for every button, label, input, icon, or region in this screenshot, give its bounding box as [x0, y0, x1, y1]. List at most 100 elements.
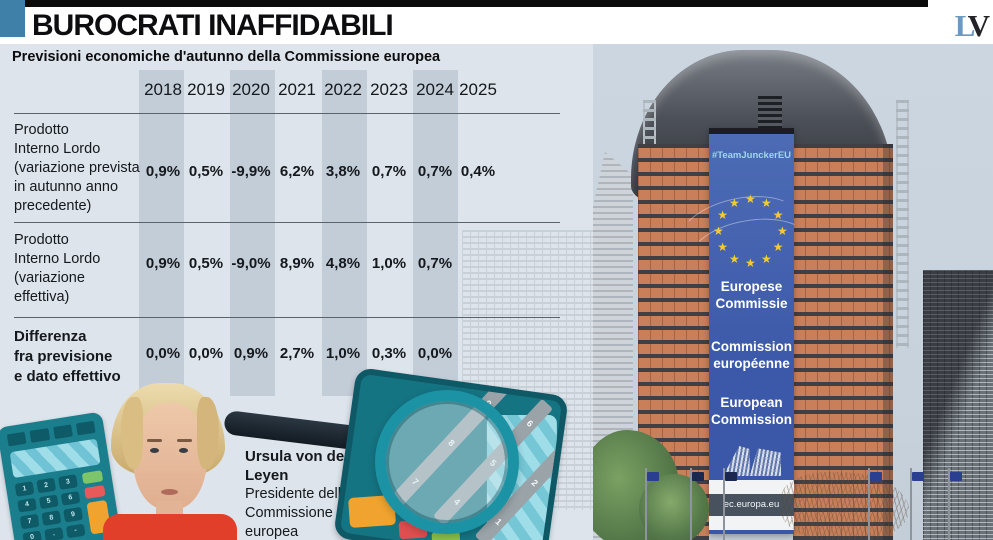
year-2018: 2018 — [144, 80, 182, 99]
caption-role: Presidente della Commissione europea — [245, 486, 349, 540]
year-2025: 2025 — [459, 80, 497, 99]
facade-right-tower — [793, 144, 893, 540]
label-line: fra previsione — [14, 348, 113, 365]
magnifier-lens — [375, 390, 519, 534]
banner-name-fr: Commission européenne — [710, 339, 792, 371]
label-line: Interno Lordo — [14, 251, 101, 267]
label-line: (variazione — [14, 270, 85, 286]
value-2019: 0,5% — [188, 255, 224, 272]
logo-letter-l: L — [954, 8, 973, 43]
column-band-2018 — [139, 70, 184, 396]
label-line: e dato effettivo — [14, 368, 121, 385]
label-line: (variazione prevista — [14, 160, 140, 176]
row-label-1: Prodotto Interno Lordo (variazione effettiv… — [14, 231, 144, 307]
column-band-2020 — [230, 70, 275, 396]
eu-star: ★ — [772, 208, 784, 222]
year-2023: 2023 — [370, 80, 408, 99]
year-2020: 2020 — [232, 80, 270, 99]
eu-star: ★ — [761, 251, 772, 266]
value-2024: 0,7% — [417, 163, 453, 180]
row-label-0: Prodotto Interno Lordo (variazione previst… — [14, 121, 144, 216]
value-2024: 0,7% — [417, 255, 453, 272]
value-2018: 0,9% — [145, 163, 181, 180]
value-2019: 0,0% — [188, 345, 224, 362]
flag-pole — [948, 468, 950, 540]
caption-name: Ursula von der Leyen — [245, 448, 351, 484]
eu-star: ★ — [761, 196, 772, 211]
lens-digit-6: 6 — [524, 417, 535, 429]
label-line: in autunno anno — [14, 179, 119, 195]
red-jacket — [103, 514, 237, 540]
flag-pole — [645, 468, 647, 540]
key-1: 1 — [14, 481, 35, 497]
year-2019: 2019 — [187, 80, 225, 99]
scaffold-mast-right — [896, 100, 909, 348]
value-2023: 0,7% — [371, 163, 407, 180]
label-line: Prodotto — [14, 232, 69, 248]
hair-side-right — [197, 397, 219, 469]
label-line: precedente) — [14, 198, 92, 214]
eu-flag — [692, 472, 704, 481]
rule-under-row1 — [14, 222, 560, 223]
year-2022: 2022 — [324, 80, 362, 99]
key-2: 2 — [36, 477, 57, 493]
eu-star: ★ — [717, 208, 729, 222]
flag-pole — [723, 468, 725, 540]
tree-bare — [781, 472, 909, 540]
eu-flag — [950, 472, 962, 481]
value-2022: 4,8% — [325, 255, 361, 272]
key--: - — [65, 523, 86, 539]
eu-star: ★ — [729, 251, 740, 266]
flag-pole — [868, 468, 870, 540]
eu-stars: ★ ★ ★ ★ ★ ★ ★ ★ ★ ★ ★ ★ — [711, 192, 791, 272]
eu-flag — [912, 472, 924, 481]
eu-flag — [647, 472, 659, 481]
value-2019: 0,5% — [188, 163, 224, 180]
eu-flag — [870, 472, 882, 481]
rule-under-years — [14, 113, 560, 114]
berlaymont-photo: #TeamJunckerEU ★ ★ ★ ★ ★ ★ ★ ★ ★ ★ ★ ★ Europese Com… — [593, 44, 993, 540]
value-2020: 0,9% — [233, 345, 269, 362]
laverita-logo: LV — [954, 8, 990, 44]
banner-url: ec.europa.eu — [709, 494, 794, 516]
label-line: effettiva) — [14, 289, 70, 305]
value-2023: 0,3% — [371, 345, 407, 362]
row-label-2: Differenza fra previsione e dato effettivo — [14, 327, 144, 387]
key-8: 8 — [41, 510, 62, 526]
value-2021: 8,9% — [279, 255, 315, 272]
flag-pole — [910, 468, 912, 540]
value-2025: 0,4% — [460, 163, 496, 180]
key-3: 3 — [58, 474, 78, 490]
value-2018: 0,0% — [145, 345, 181, 362]
lens-digit-2: 2 — [529, 476, 540, 488]
eu-star: ★ — [729, 196, 740, 211]
label-line: Interno Lordo — [14, 141, 101, 157]
eu-star: ★ — [717, 240, 729, 254]
value-2018: 0,9% — [145, 255, 181, 272]
ursula-von-der-leyen-photo — [95, 383, 245, 540]
mouth — [161, 489, 178, 495]
key-7: 7 — [19, 513, 40, 529]
value-2021: 6,2% — [279, 163, 315, 180]
value-2020: -9,0% — [231, 255, 271, 272]
value-2024: 0,0% — [417, 345, 453, 362]
brow — [177, 439, 192, 442]
column-band-2024 — [413, 70, 458, 396]
label-line: Differenza — [14, 328, 87, 345]
brow — [147, 439, 162, 442]
eye — [179, 448, 188, 453]
banner-name-en: European Commission — [710, 395, 792, 427]
label-line: Prodotto — [14, 122, 69, 138]
photo-caption: Ursula von der Leyen Presidente della Co… — [245, 447, 355, 540]
lens-digit-1: 1 — [493, 515, 504, 527]
page-title: BUROCRATI INAFFIDABILI — [32, 9, 394, 42]
flag-pole — [690, 468, 692, 540]
column-band-2022 — [322, 70, 367, 396]
value-2022: 3,8% — [325, 163, 361, 180]
banner-name-nl: Europese Commissie — [715, 279, 788, 311]
accent-square — [0, 0, 25, 37]
eu-star: ★ — [713, 224, 724, 238]
value-2022: 1,0% — [325, 345, 361, 362]
hair-side-left — [121, 397, 143, 469]
